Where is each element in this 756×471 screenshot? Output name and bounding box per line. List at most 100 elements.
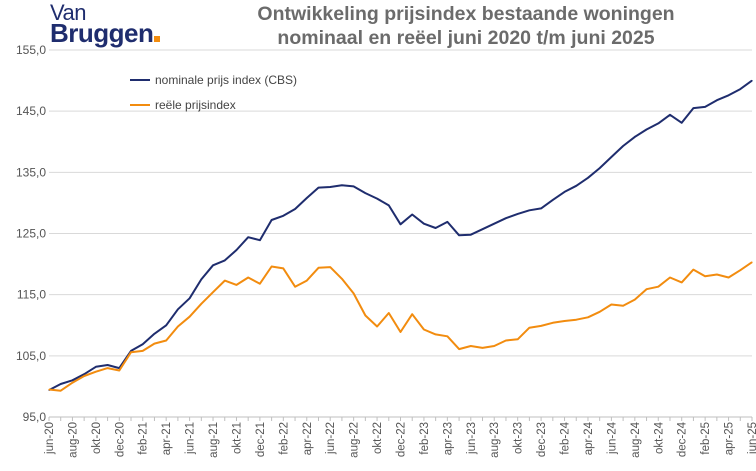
- y-tick-label: 105,0: [16, 349, 46, 363]
- data-point: [71, 382, 74, 384]
- data-point: [528, 327, 530, 329]
- data-point: [317, 187, 320, 189]
- data-point: [142, 343, 144, 345]
- data-point: [481, 228, 484, 230]
- data-point: [376, 325, 378, 328]
- x-tick-label: dec-20: [114, 422, 126, 457]
- data-point: [751, 79, 753, 82]
- data-point: [634, 136, 636, 138]
- data-point: [575, 319, 577, 321]
- data-point: [317, 267, 320, 269]
- x-tick-label: dec-21: [255, 422, 267, 457]
- x-tick-label: apr-23: [442, 422, 454, 455]
- logo-dot-icon: [154, 36, 161, 42]
- data-point: [411, 213, 413, 216]
- data-point: [329, 266, 331, 268]
- data-point: [341, 184, 343, 186]
- data-point: [481, 347, 484, 349]
- data-point: [645, 128, 648, 131]
- x-tick-label: okt-22: [372, 422, 384, 454]
- data-point: [575, 185, 577, 187]
- y-tick-label: 145,0: [16, 104, 46, 118]
- x-tick-label: jun-20: [44, 422, 56, 455]
- x-tick-label: jun-21: [185, 422, 197, 455]
- data-point: [306, 197, 308, 199]
- x-tick-label: apr-25: [724, 422, 736, 455]
- data-point: [458, 348, 460, 350]
- data-point: [376, 198, 378, 200]
- data-point: [493, 223, 495, 225]
- x-tick-label: apr-24: [583, 421, 595, 455]
- data-point: [329, 186, 331, 188]
- x-tick-label: feb-22: [278, 422, 290, 455]
- x-tick-label: okt-24: [653, 421, 665, 454]
- data-point: [692, 268, 695, 271]
- data-point: [552, 199, 554, 201]
- data-point: [517, 338, 519, 340]
- data-point: [142, 350, 144, 352]
- data-point: [364, 314, 366, 317]
- data-point: [212, 264, 214, 266]
- data-point: [282, 267, 284, 269]
- data-point: [282, 215, 284, 217]
- data-point: [353, 185, 355, 188]
- data-point: [189, 316, 191, 318]
- data-point: [259, 239, 261, 241]
- data-point: [716, 273, 718, 276]
- data-point: [411, 313, 413, 315]
- data-point: [364, 192, 366, 194]
- data-point: [493, 345, 495, 347]
- data-point: [739, 269, 741, 271]
- data-point: [587, 177, 589, 179]
- x-tick-label: okt-20: [91, 422, 103, 454]
- data-point: [306, 279, 308, 282]
- brand-logo: Van Bruggen: [50, 0, 180, 48]
- data-point: [727, 276, 730, 279]
- y-tick-label: 95,0: [23, 410, 47, 424]
- data-point: [271, 219, 273, 221]
- data-point: [657, 122, 659, 124]
- data-point: [505, 217, 507, 219]
- data-point: [540, 325, 542, 327]
- logo-wordmark: Bruggen: [50, 18, 154, 48]
- x-axis-ticks: jun-20 aug-20 okt-20 dec-20 feb-21 apr-21 jun-…: [44, 417, 756, 458]
- y-axis-ticks: 95,0 105,0 115,0 125,0 135,0 145,0 155,0: [16, 43, 46, 424]
- x-tick-label: jun-25: [747, 422, 756, 455]
- data-point: [60, 390, 62, 392]
- data-point: [399, 331, 402, 333]
- data-point: [189, 297, 191, 299]
- data-point: [622, 145, 624, 147]
- y-tick-label: 135,0: [16, 165, 46, 179]
- data-point: [681, 281, 683, 284]
- data-point: [235, 284, 238, 286]
- data-point: [423, 223, 425, 225]
- x-tick-label: feb-21: [138, 422, 150, 455]
- data-point: [247, 236, 249, 238]
- data-point: [259, 283, 261, 285]
- x-tick-label: okt-21: [231, 422, 243, 454]
- legend-label: reële prijsindex: [155, 98, 236, 112]
- data-point: [716, 99, 718, 101]
- data-point: [341, 278, 343, 280]
- data-point: [212, 291, 214, 293]
- chart-title-line-2: nominaal en reëel juni 2020 t/m juni 202…: [277, 27, 655, 49]
- data-point: [446, 221, 448, 223]
- series-lines: [48, 79, 753, 392]
- data-point: [669, 114, 671, 116]
- data-point: [739, 88, 741, 90]
- data-point: [388, 312, 390, 314]
- data-point: [177, 325, 179, 328]
- x-tick-label: aug-24: [630, 421, 642, 457]
- data-point: [177, 308, 179, 310]
- data-point: [224, 279, 226, 282]
- logo-line-van: Van: [50, 0, 87, 25]
- x-tick-label: apr-21: [161, 422, 173, 455]
- data-point: [118, 369, 120, 372]
- data-point: [634, 298, 636, 301]
- data-point: [517, 213, 519, 215]
- data-point: [446, 335, 448, 337]
- data-point: [505, 339, 507, 342]
- data-point: [563, 191, 566, 193]
- data-point: [540, 207, 542, 210]
